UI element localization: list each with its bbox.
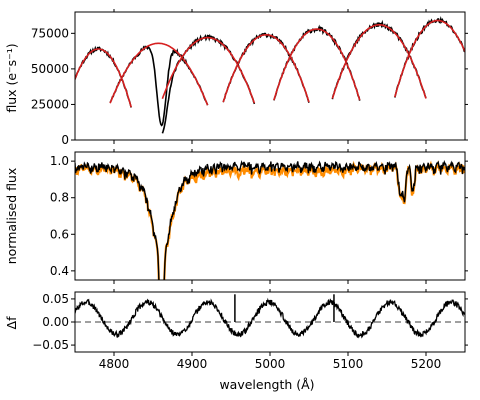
observed-order-3 — [161, 33, 256, 134]
y-tick-label: 25000 — [31, 97, 69, 111]
model-order-3 — [161, 36, 256, 104]
y-tick-label: 0.05 — [42, 292, 69, 306]
model-order-2 — [109, 42, 209, 106]
y-tick-label: 1.0 — [50, 154, 69, 168]
residual-axis-label: Δf — [4, 316, 19, 330]
plot-area — [75, 159, 465, 280]
model-order-5 — [273, 28, 361, 101]
x-tick-label: 5000 — [255, 357, 286, 371]
plot-area — [75, 16, 465, 134]
model-order-6 — [331, 24, 427, 99]
residual-panel: −0.05 0.00 0.05 4800 4900 5000 5100 5200 — [32, 289, 468, 371]
normalised-flux-panel: 0.4 0.6 0.8 1.0 — [50, 149, 468, 284]
x-tick-label: 4800 — [99, 357, 130, 371]
residual-curve — [75, 297, 465, 339]
y-tick-label: 75000 — [31, 26, 69, 40]
wavelength-axis-label: wavelength (Å) — [219, 377, 314, 392]
y-tick-label: −0.05 — [32, 338, 69, 352]
x-tick-label: 4900 — [177, 357, 208, 371]
reference-spectrum — [75, 159, 465, 280]
x-tick-label: 5200 — [411, 357, 442, 371]
y-tick-label: 50000 — [31, 62, 69, 76]
y-tick-label: 0.6 — [50, 227, 69, 241]
normalised-flux-axis-label: normalised flux — [4, 168, 19, 265]
plot-area — [75, 294, 465, 339]
observed-spectrum — [75, 159, 465, 280]
model-order-7 — [394, 19, 465, 98]
model-order-1 — [75, 48, 132, 108]
model-order-4 — [222, 34, 310, 103]
flux-panel: 0 25000 50000 75000 — [31, 9, 468, 147]
y-tick-label: 0.4 — [50, 264, 69, 278]
flux-axis-label: flux (e⁻s⁻¹) — [4, 43, 19, 112]
y-tick-label: 0 — [61, 133, 69, 147]
axes-frame — [74, 11, 466, 141]
x-tick-label: 5100 — [333, 357, 364, 371]
y-tick-label: 0.00 — [42, 315, 69, 329]
y-tick-label: 0.8 — [50, 191, 69, 205]
